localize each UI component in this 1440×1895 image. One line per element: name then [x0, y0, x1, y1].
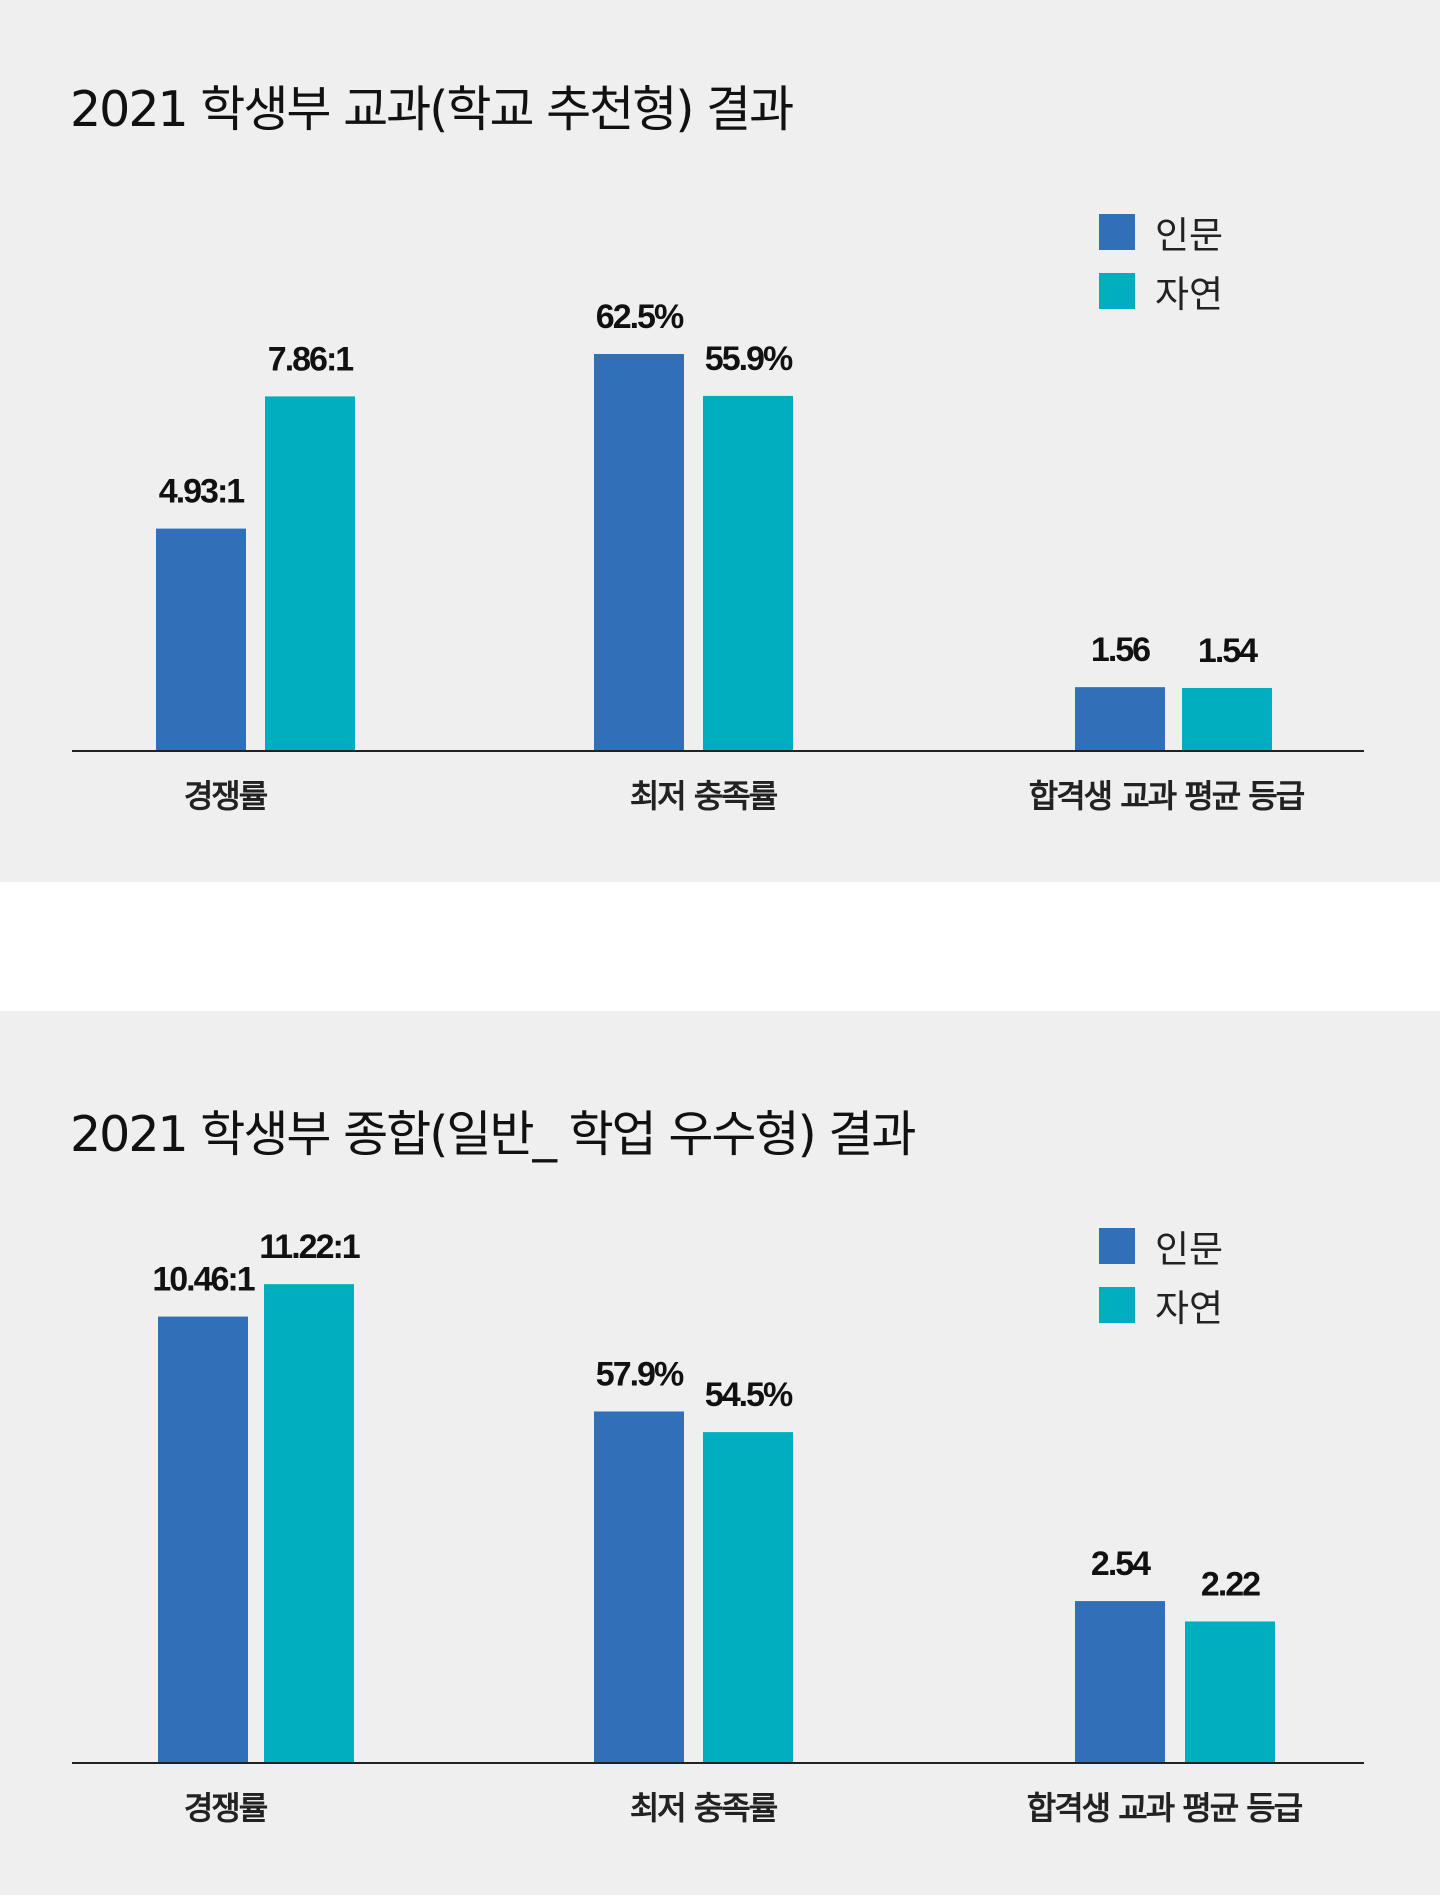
data-label: 2.22	[1201, 1565, 1260, 1603]
data-label: 11.22:1	[259, 1228, 360, 1266]
legend-label-series-1: 인문	[1155, 1227, 1224, 1271]
bar-series-2-1	[265, 396, 355, 751]
bar-series-2-3	[1182, 687, 1272, 751]
data-label: 54.5%	[705, 1376, 793, 1414]
bar-series-1-3	[1075, 687, 1165, 751]
category-label: 합격생 교과 평균 등급	[1027, 1789, 1303, 1827]
chart-panel-1: 2021 학생부 교과(학교 추천형) 결과 4.93:1 7.86:1 경쟁률 62…	[0, 0, 1440, 882]
chart-panel-2: 2021 학생부 종합(일반_ 학업 우수형) 결과 10.46:1 11.22:…	[0, 1011, 1440, 1895]
legend-swatch-series-1	[1099, 213, 1135, 250]
legend: 인문 자연	[1099, 202, 1223, 320]
bar-chart-1: 4.93:1 7.86:1 경쟁률 62.5% 55.9% 최저 충족률 1.56 1.54 합…	[72, 298, 1364, 815]
bar-series-1-2	[594, 354, 684, 751]
data-label: 2.54	[1091, 1545, 1151, 1583]
legend-swatch-series-2	[1099, 1286, 1135, 1323]
bar-series-2-2	[703, 395, 793, 751]
category-label: 경쟁률	[184, 1789, 268, 1827]
data-label: 62.5%	[596, 298, 684, 336]
legend-label-series-1: 인문	[1155, 213, 1224, 257]
data-label: 55.9%	[705, 340, 793, 378]
legend-item-series-1: 인문	[1099, 1216, 1223, 1275]
chart-title: 2021 학생부 종합(일반_ 학업 우수형) 결과	[70, 1106, 916, 1163]
data-label: 1.54	[1198, 632, 1258, 670]
legend-label-series-2: 자연	[1155, 272, 1224, 316]
legend-swatch-series-2	[1099, 272, 1135, 309]
legend-item-series-2: 자연	[1099, 1275, 1223, 1334]
legend-label-series-2: 자연	[1155, 1286, 1224, 1330]
chart-title: 2021 학생부 교과(학교 추천형) 결과	[70, 81, 794, 138]
data-label: 10.46:1	[152, 1261, 254, 1299]
bar-series-2-1	[264, 1284, 354, 1763]
bar-series-1-2	[594, 1411, 684, 1763]
legend-item-series-1: 인문	[1099, 202, 1223, 261]
category-label: 합격생 교과 평균 등급	[1029, 777, 1305, 815]
bar-series-2-3	[1185, 1621, 1275, 1763]
data-label: 7.86:1	[268, 340, 353, 378]
category-label: 최저 충족률	[630, 777, 778, 815]
bar-series-2-2	[703, 1432, 793, 1763]
bar-series-1-1	[156, 528, 246, 751]
bar-series-1-3	[1075, 1601, 1165, 1763]
legend: 인문 자연	[1099, 1216, 1223, 1334]
bar-chart-2: 10.46:111.22:1 경쟁률 57.9% 54.5% 최저 충족률 2.54 2.2…	[72, 1228, 1364, 1827]
bar-series-1-1	[158, 1316, 248, 1763]
category-label: 경쟁률	[184, 777, 268, 815]
data-label: 57.9%	[596, 1355, 684, 1393]
data-label: 4.93:1	[159, 473, 244, 511]
category-label: 최저 충족률	[630, 1789, 778, 1827]
legend-swatch-series-1	[1099, 1227, 1135, 1264]
legend-item-series-2: 자연	[1099, 261, 1223, 320]
data-label: 1.56	[1091, 631, 1150, 669]
